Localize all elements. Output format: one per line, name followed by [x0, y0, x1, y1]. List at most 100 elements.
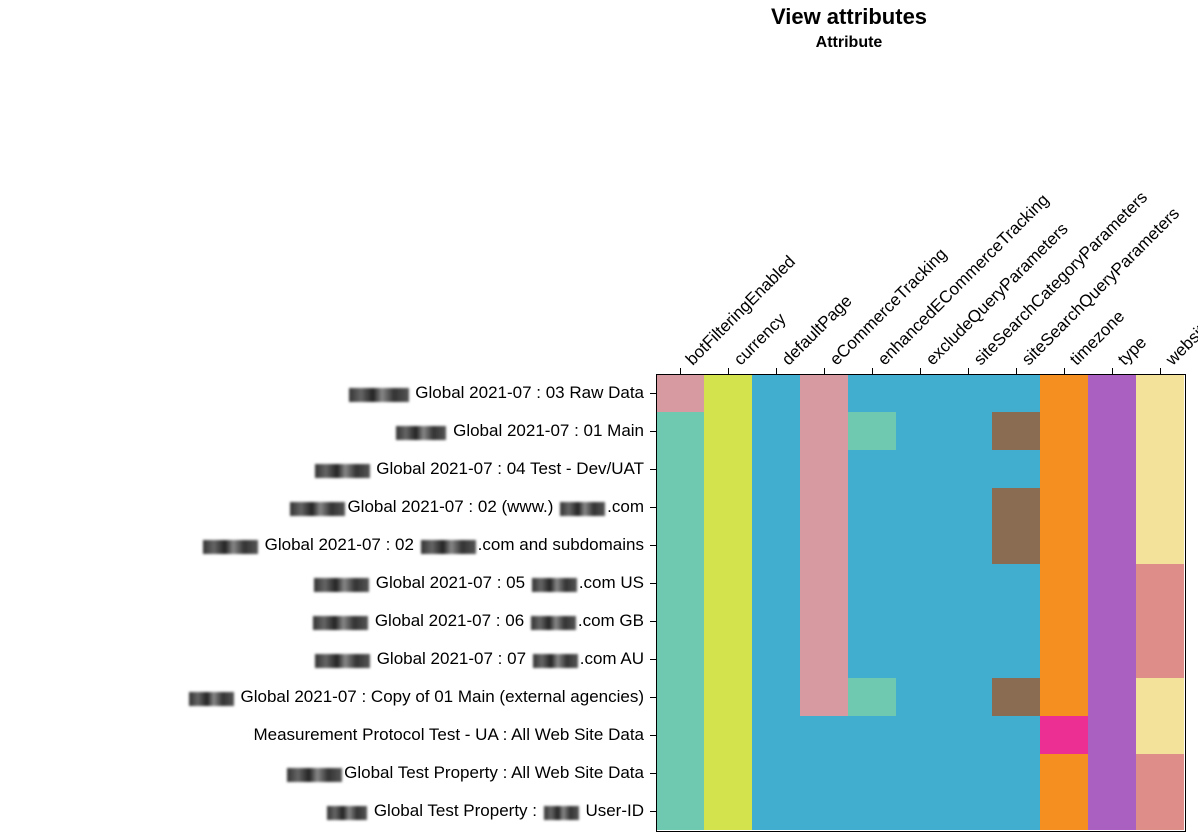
heatmap-cell — [704, 602, 752, 640]
heatmap-cell — [800, 564, 848, 602]
heatmap-cell — [656, 602, 704, 640]
heatmap-cell — [992, 374, 1040, 412]
heatmap-cell — [1088, 754, 1136, 792]
heatmap-cell — [752, 450, 800, 488]
row-label: Global 2021-07 : 02 .com and subdomains — [201, 536, 644, 553]
heatmap-cell — [1040, 640, 1088, 678]
heatmap-cell — [1040, 450, 1088, 488]
heatmap-cell — [896, 792, 944, 830]
heatmap-cell — [704, 564, 752, 602]
heatmap-cell — [752, 640, 800, 678]
heatmap-cell — [704, 374, 752, 412]
heatmap-cell — [992, 678, 1040, 716]
row-label: Global 2021-07 : 04 Test - Dev/UAT — [313, 460, 644, 477]
heatmap-cell — [848, 602, 896, 640]
heatmap-cell — [848, 640, 896, 678]
heatmap-cell — [656, 640, 704, 678]
row-label: Global Test Property : User-ID — [325, 802, 644, 819]
heatmap-cell — [1136, 792, 1184, 830]
heatmap-cell — [896, 488, 944, 526]
heatmap-cell — [752, 564, 800, 602]
heatmap-cell — [752, 792, 800, 830]
heatmap-cell — [752, 754, 800, 792]
chart-subtitle: Attribute — [500, 34, 1198, 52]
heatmap-cell — [800, 450, 848, 488]
heatmap-cell — [1040, 564, 1088, 602]
heatmap-cell — [800, 754, 848, 792]
heatmap-cell — [1088, 374, 1136, 412]
heatmap-cell — [1136, 564, 1184, 602]
row-label: Global 2021-07 : 07 .com AU — [313, 650, 644, 667]
heatmap-cell — [704, 488, 752, 526]
heatmap-cell — [704, 412, 752, 450]
row-label: Measurement Protocol Test - UA : All Web… — [253, 726, 644, 743]
heatmap-cell — [992, 640, 1040, 678]
heatmap-cell — [944, 792, 992, 830]
heatmap-cell — [752, 716, 800, 754]
heatmap-cell — [1136, 640, 1184, 678]
heatmap-cell — [800, 526, 848, 564]
heatmap-cell — [896, 602, 944, 640]
heatmap-cell — [1136, 754, 1184, 792]
heatmap-cell — [992, 488, 1040, 526]
heatmap-cell — [944, 754, 992, 792]
heatmap-cell — [704, 640, 752, 678]
heatmap-cell — [992, 450, 1040, 488]
heatmap-cell — [1088, 488, 1136, 526]
heatmap-cell — [1088, 716, 1136, 754]
heatmap-cell — [896, 716, 944, 754]
heatmap-cell — [656, 488, 704, 526]
heatmap-cell — [1088, 450, 1136, 488]
heatmap-cell — [944, 450, 992, 488]
heatmap-cell — [848, 754, 896, 792]
heatmap-cell — [896, 678, 944, 716]
row-label: Global 2021-07 : 06 .com GB — [311, 612, 644, 629]
heatmap-cell — [656, 450, 704, 488]
column-label: websiteUrl — [1162, 299, 1198, 369]
heatmap-cell — [704, 450, 752, 488]
heatmap-cell — [752, 412, 800, 450]
heatmap-cell — [1040, 412, 1088, 450]
heatmap-cell — [1040, 792, 1088, 830]
heatmap-cell — [752, 678, 800, 716]
heatmap-cell — [656, 678, 704, 716]
heatmap-cell — [944, 412, 992, 450]
heatmap-cell — [944, 602, 992, 640]
heatmap-cell — [1040, 716, 1088, 754]
heatmap-cell — [896, 374, 944, 412]
heatmap-cell — [1136, 374, 1184, 412]
heatmap-cell — [656, 754, 704, 792]
heatmap-cell — [800, 374, 848, 412]
heatmap-cell — [992, 792, 1040, 830]
heatmap-cell — [704, 716, 752, 754]
heatmap-cell — [656, 564, 704, 602]
heatmap-cell — [800, 716, 848, 754]
heatmap-cell — [848, 412, 896, 450]
heatmap-cell — [800, 640, 848, 678]
heatmap-cell — [1040, 754, 1088, 792]
chart-titles: View attributes Attribute — [0, 4, 1198, 52]
heatmap-cell — [944, 374, 992, 412]
heatmap-cell — [944, 488, 992, 526]
heatmap-cell — [1136, 678, 1184, 716]
heatmap-cell — [1088, 640, 1136, 678]
column-label: type — [1114, 333, 1151, 370]
heatmap-cell — [896, 412, 944, 450]
heatmap-cell — [752, 602, 800, 640]
row-label: Global 2021-07 : 05 .com US — [312, 574, 644, 591]
heatmap-cell — [800, 792, 848, 830]
row-label: Global 2021-07 : Copy of 01 Main (extern… — [187, 688, 644, 705]
heatmap-cell — [656, 412, 704, 450]
heatmap-cell — [992, 526, 1040, 564]
heatmap-cell — [848, 716, 896, 754]
heatmap-cell — [752, 374, 800, 412]
heatmap-cell — [944, 526, 992, 564]
heatmap-cell — [656, 716, 704, 754]
heatmap-cell — [848, 678, 896, 716]
heatmap-cell — [848, 450, 896, 488]
heatmap-cell — [1136, 602, 1184, 640]
heatmap-cell — [992, 412, 1040, 450]
heatmap-cell — [704, 526, 752, 564]
heatmap-cell — [944, 640, 992, 678]
row-label: Global 2021-07 : 01 Main — [394, 422, 644, 439]
